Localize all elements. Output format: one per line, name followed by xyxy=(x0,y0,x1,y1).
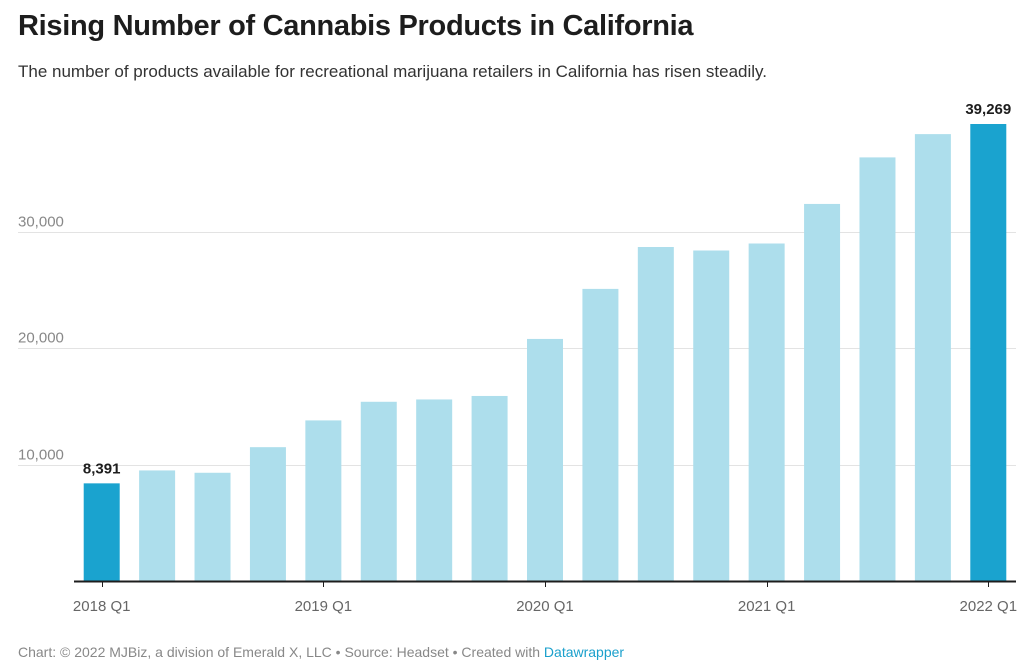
x-tick-label: 2020 Q1 xyxy=(516,598,574,615)
chart-subtitle: The number of products available for rec… xyxy=(18,62,767,81)
bar xyxy=(249,447,286,581)
y-tick-label: 20,000 xyxy=(18,330,64,347)
bar xyxy=(693,250,730,581)
bar xyxy=(582,288,619,581)
bar xyxy=(527,338,563,581)
y-tick-label: 10,000 xyxy=(18,447,64,464)
bar xyxy=(83,483,120,581)
y-tick-label: 30,000 xyxy=(18,214,64,231)
bar xyxy=(914,134,951,581)
bar xyxy=(970,124,1007,581)
bar xyxy=(804,203,841,581)
x-tick-label: 2019 Q1 xyxy=(295,598,353,615)
bar xyxy=(194,472,231,581)
footer-credit: Chart: © 2022 MJBiz, a division of Emera… xyxy=(18,644,544,660)
data-label: 39,269 xyxy=(965,101,1011,118)
data-label: 8,391 xyxy=(83,460,121,477)
bar xyxy=(360,401,397,581)
x-tick-label: 2022 Q1 xyxy=(960,598,1018,615)
bar xyxy=(305,420,342,581)
bar xyxy=(416,399,453,581)
bar xyxy=(471,395,508,581)
datawrapper-link[interactable]: Datawrapper xyxy=(543,644,625,660)
x-tick-label: 2021 Q1 xyxy=(738,598,796,615)
bar xyxy=(859,157,896,582)
bar xyxy=(139,470,176,581)
bar xyxy=(748,243,785,581)
bar xyxy=(637,246,674,581)
chart-title: Rising Number of Cannabis Products in Ca… xyxy=(18,10,694,42)
x-tick-label: 2018 Q1 xyxy=(73,598,131,615)
chart-footer: Chart: © 2022 MJBiz, a division of Emera… xyxy=(18,644,624,660)
